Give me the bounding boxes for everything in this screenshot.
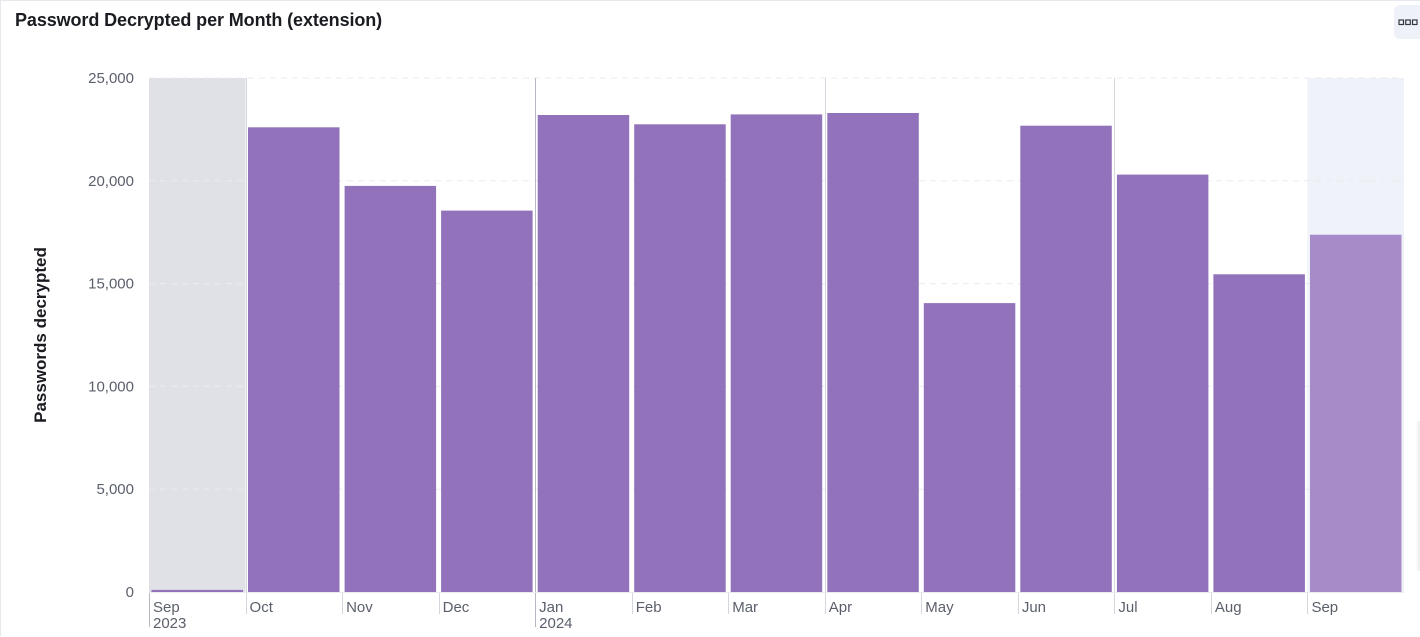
bar [441, 210, 533, 592]
x-tick-label: Dec [443, 599, 470, 616]
bar [151, 589, 243, 592]
x-tick-year-label: 2024 [539, 615, 572, 632]
panel-edge-shadow [1416, 421, 1420, 571]
x-tick-label: Sep [153, 599, 180, 616]
bar [1213, 274, 1305, 592]
bar [1310, 234, 1402, 592]
x-tick-label: Nov [346, 599, 373, 616]
y-tick-label: 20,000 [88, 173, 134, 190]
bar [923, 303, 1016, 592]
panel-options-button[interactable] [1394, 5, 1420, 39]
y-tick-label: 10,000 [88, 378, 134, 395]
bar [344, 185, 437, 592]
panel-options-icon [1398, 19, 1418, 26]
x-tick-label: Jun [1022, 599, 1046, 616]
bar [730, 114, 823, 593]
bar [248, 127, 340, 593]
x-tick-label: Sep [1311, 599, 1338, 616]
x-tick-label: Aug [1215, 599, 1242, 616]
x-tick-year-label: 2023 [153, 615, 186, 632]
x-tick-label: Apr [829, 599, 852, 616]
x-tick-label: Oct [250, 599, 274, 616]
partial-period-background [149, 78, 246, 592]
bar [1116, 174, 1209, 592]
chart-title: Password Decrypted per Month (extension) [15, 10, 383, 30]
y-tick-label: 5,000 [96, 481, 134, 498]
x-tick-label: May [925, 599, 954, 616]
x-tick-label: Feb [636, 599, 662, 616]
x-tick-label: Jan [539, 599, 563, 616]
bar [827, 113, 919, 592]
y-tick-label: 25,000 [88, 70, 134, 87]
bar [537, 115, 630, 592]
bar [634, 124, 726, 593]
bar [1020, 125, 1112, 592]
x-tick-label: Mar [732, 599, 758, 616]
x-tick-label: Jul [1118, 599, 1137, 616]
y-tick-label: 15,000 [88, 276, 134, 293]
y-tick-label: 0 [126, 584, 134, 601]
